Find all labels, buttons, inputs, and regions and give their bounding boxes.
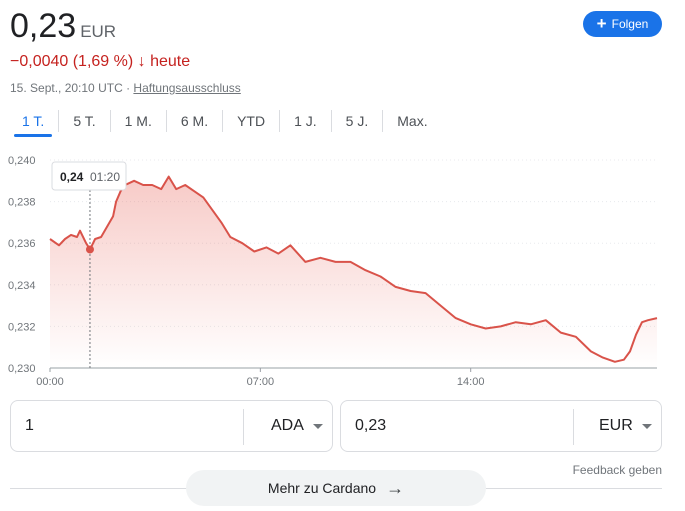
tooltip-value: 0,24 <box>60 170 84 184</box>
chevron-down-icon[interactable] <box>642 424 652 429</box>
tooltip-time: 01:20 <box>90 170 120 184</box>
change-value: −0,0040 (1,69 %) <box>10 53 134 70</box>
tab-divider <box>382 110 384 132</box>
x-tick-label: 00:00 <box>36 376 64 388</box>
from-unit-select[interactable]: ADA <box>271 417 304 434</box>
from-currency-box: 1 ADA <box>10 400 333 452</box>
x-tick-label: 07:00 <box>247 376 275 388</box>
plus-icon: + <box>596 14 607 33</box>
tab-divider <box>58 110 60 132</box>
tab-1m[interactable]: 1 M. <box>124 113 152 129</box>
tab-5d[interactable]: 5 T. <box>73 113 96 129</box>
tab-divider <box>279 110 281 132</box>
more-about-button[interactable]: Mehr zu Cardano → <box>186 470 486 506</box>
box-divider <box>243 409 244 445</box>
y-tick-label: 0,240 <box>8 155 36 167</box>
box-divider <box>573 409 574 445</box>
tab-1d[interactable]: 1 T. <box>8 107 58 137</box>
tooltip: 0,24 01:20 <box>51 161 127 191</box>
tab-divider <box>109 110 111 132</box>
chevron-down-icon[interactable] <box>313 424 323 429</box>
y-tick-label: 0,232 <box>8 321 36 333</box>
from-amount-input[interactable]: 1 <box>25 417 34 434</box>
y-tick-label: 0,238 <box>8 197 36 209</box>
price-value: 0,23 <box>10 7 77 45</box>
range-tabs: 1 T. 5 T. 1 M. 6 M. YTD 1 J. 5 J. Max. <box>8 106 442 137</box>
to-unit-select[interactable]: EUR <box>599 417 633 434</box>
tab-divider <box>165 110 167 132</box>
arrow-right-icon: → <box>386 477 405 498</box>
tab-ytd[interactable]: YTD <box>237 113 266 129</box>
tab-6m[interactable]: 6 M. <box>180 113 209 129</box>
timestamp: 15. Sept., 20:10 UTC · <box>10 81 134 95</box>
tab-divider <box>330 110 332 132</box>
change-period: heute <box>150 53 191 70</box>
y-tick-label: 0,236 <box>8 238 36 250</box>
feedback-link[interactable]: Feedback geben <box>572 463 662 477</box>
timestamp-line: 15. Sept., 20:10 UTC · Haftungsausschlus… <box>10 81 241 95</box>
price-line <box>49 175 658 363</box>
more-label: Mehr zu Cardano <box>267 480 377 496</box>
arrow-down-icon: ↓ <box>137 53 146 70</box>
to-amount-input[interactable]: 0,23 <box>355 417 387 434</box>
x-tick-label: 14:00 <box>457 376 485 388</box>
tab-max[interactable]: Max. <box>397 113 428 129</box>
follow-label: Folgen <box>611 17 649 31</box>
follow-button[interactable]: + Folgen <box>583 11 662 37</box>
to-currency-box: 0,23 EUR <box>340 400 662 452</box>
y-tick-label: 0,230 <box>8 363 36 375</box>
y-tick-label: 0,234 <box>8 280 36 292</box>
tab-5y[interactable]: 5 J. <box>345 113 369 129</box>
cursor-dot <box>85 245 94 254</box>
price-area <box>50 176 657 368</box>
price-change: −0,0040 (1,69 %) ↓ heute <box>10 52 190 72</box>
current-price: 0,23 EUR <box>10 6 116 52</box>
disclaimer-link[interactable]: Haftungsausschluss <box>133 81 241 95</box>
tab-divider <box>222 110 224 132</box>
price-currency: EUR <box>80 22 117 41</box>
tab-1y[interactable]: 1 J. <box>294 113 317 129</box>
